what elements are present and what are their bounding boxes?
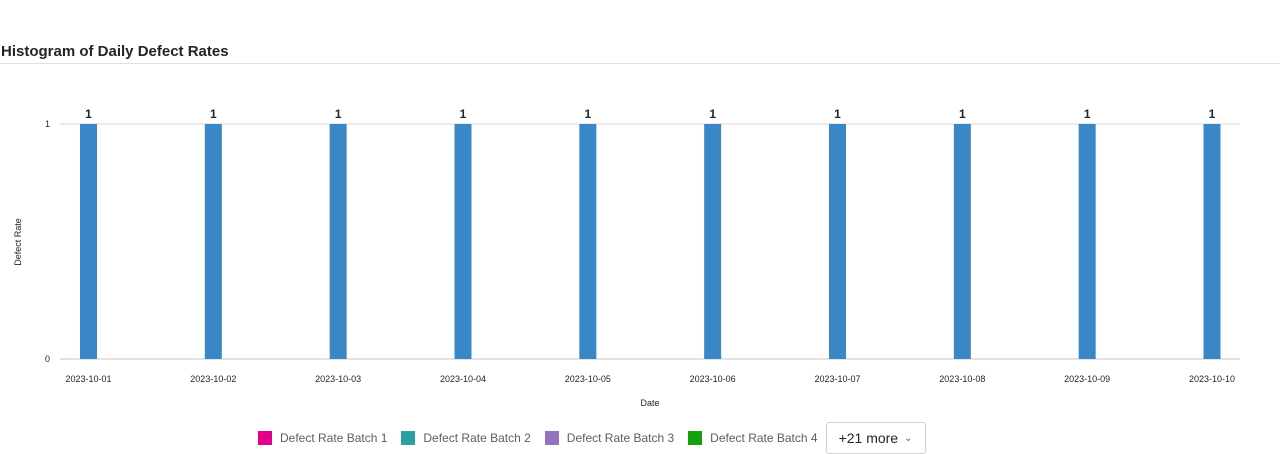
legend-swatch bbox=[544, 431, 559, 445]
x-tick-label: 2023-10-07 bbox=[814, 374, 860, 384]
y-tick-label: 1 bbox=[45, 119, 50, 129]
bar[interactable] bbox=[1078, 124, 1096, 359]
legend-label: Defect Rate Batch 4 bbox=[710, 431, 818, 445]
data-label: 1 bbox=[335, 107, 342, 121]
legend-item[interactable]: Defect Rate Batch 2 bbox=[401, 431, 531, 445]
legend-label: Defect Rate Batch 3 bbox=[566, 431, 675, 445]
title-divider bbox=[0, 63, 1280, 64]
legend-more-label: +21 more bbox=[838, 430, 899, 446]
data-label: 1 bbox=[1084, 107, 1091, 121]
bar[interactable] bbox=[829, 124, 846, 359]
data-label: 1 bbox=[584, 107, 591, 121]
data-label: 1 bbox=[85, 107, 92, 121]
bar[interactable] bbox=[953, 124, 971, 359]
bar[interactable] bbox=[204, 124, 222, 359]
data-label: 1 bbox=[709, 107, 716, 121]
bar[interactable] bbox=[454, 124, 472, 359]
legend-item[interactable]: Defect Rate Batch 1 bbox=[258, 431, 387, 445]
legend: Defect Rate Batch 1 Defect Rate Batch 2 De… bbox=[258, 422, 926, 454]
bar[interactable] bbox=[704, 124, 722, 359]
x-tick-label: 2023-10-01 bbox=[65, 374, 111, 384]
legend-swatch bbox=[688, 431, 703, 445]
legend-label: Defect Rate Batch 1 bbox=[280, 431, 388, 445]
y-tick-label: 0 bbox=[45, 354, 50, 364]
gridlines bbox=[60, 123, 1240, 360]
legend-item[interactable]: Defect Rate Batch 3 bbox=[544, 431, 675, 445]
chart-title: Histogram of Daily Defect Rates bbox=[1, 43, 229, 60]
x-tick-label: 2023-10-04 bbox=[440, 374, 486, 384]
x-tick-label: 2023-10-02 bbox=[190, 374, 236, 384]
x-tick-label: 2023-10-09 bbox=[1064, 374, 1110, 384]
legend-item[interactable]: Defect Rate Batch 4 bbox=[688, 431, 818, 445]
data-label: 1 bbox=[1209, 107, 1216, 121]
bar[interactable] bbox=[329, 124, 347, 359]
bar[interactable] bbox=[80, 124, 97, 359]
legend-swatch bbox=[258, 431, 272, 445]
labels: 0 1 1 2023-10-01 1 2023-10-02 1 2023-10-03 1 2023… bbox=[45, 107, 1235, 384]
data-label: 1 bbox=[460, 107, 467, 121]
legend-more-button[interactable]: +21 more ⌄ bbox=[825, 422, 926, 454]
chevron-down-icon: ⌄ bbox=[904, 432, 913, 444]
y-axis-title: Defect Rate bbox=[13, 218, 23, 266]
bar[interactable] bbox=[1203, 124, 1221, 359]
x-tick-label: 2023-10-10 bbox=[1189, 374, 1235, 384]
data-label: 1 bbox=[210, 107, 217, 121]
x-tick-label: 2023-10-08 bbox=[939, 374, 985, 384]
bars bbox=[80, 124, 1221, 359]
x-tick-label: 2023-10-05 bbox=[565, 374, 611, 384]
x-tick-label: 2023-10-03 bbox=[315, 374, 361, 384]
bar-chart: 0 1 1 2023-10-01 1 2023-10-02 1 2023-10-03 1 2023… bbox=[13, 107, 1240, 408]
x-tick-label: 2023-10-06 bbox=[690, 374, 736, 384]
legend-swatch bbox=[401, 431, 416, 445]
x-axis-title: Date bbox=[640, 398, 659, 408]
data-label: 1 bbox=[834, 107, 841, 121]
legend-label: Defect Rate Batch 2 bbox=[423, 431, 531, 445]
bar[interactable] bbox=[579, 124, 597, 359]
data-label: 1 bbox=[959, 107, 966, 121]
